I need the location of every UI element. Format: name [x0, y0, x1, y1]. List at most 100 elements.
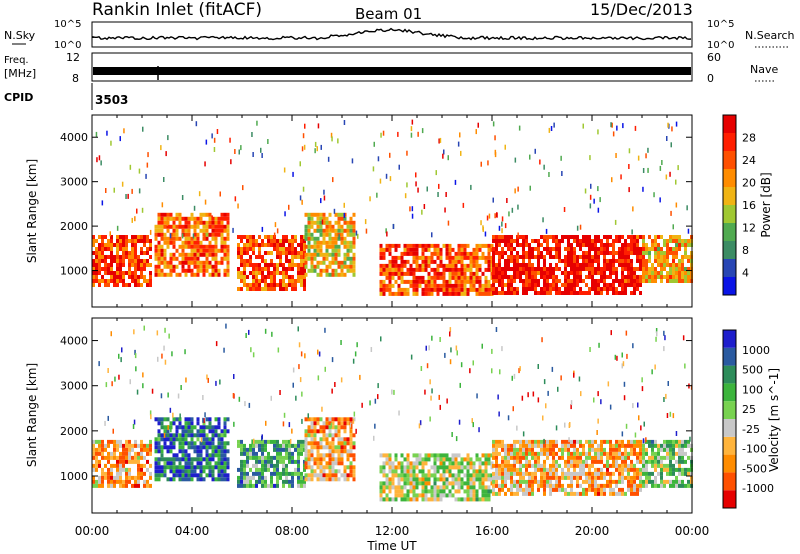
data-cell [252, 475, 255, 480]
data-cell [276, 443, 279, 448]
data-cell [279, 279, 282, 283]
data-cell [322, 473, 326, 478]
data-cell [297, 467, 300, 472]
data-cell [666, 136, 668, 141]
data-cell [510, 259, 513, 263]
data-cell [510, 443, 513, 448]
data-cell [472, 497, 476, 502]
data-cell [669, 439, 672, 444]
x-tick-label: 20:00 [575, 524, 610, 538]
data-cell [300, 235, 303, 239]
data-cell [487, 259, 491, 264]
data-cell [134, 239, 137, 243]
data-cell [379, 489, 383, 494]
data-cell [484, 477, 488, 482]
data-cell [525, 491, 528, 496]
data-cell [424, 485, 428, 490]
data-cell [612, 263, 615, 267]
data-cell [657, 235, 660, 239]
data-cell [430, 283, 434, 288]
data-cell [472, 489, 476, 494]
data-cell [469, 465, 473, 470]
data-cell [671, 126, 673, 132]
data-cell [199, 228, 203, 233]
data-cell [438, 394, 440, 400]
data-cell [294, 447, 297, 452]
data-cell [184, 216, 188, 221]
data-cell [475, 255, 479, 260]
data-cell [585, 463, 588, 468]
data-cell [421, 481, 425, 486]
data-cell [678, 471, 681, 476]
data-cell [243, 259, 246, 263]
data-cell [660, 463, 663, 468]
data-cell [403, 477, 407, 482]
data-cell [190, 252, 194, 257]
data-cell [307, 244, 311, 249]
data-cell [478, 457, 482, 462]
data-cell [431, 232, 433, 238]
data-cell [448, 247, 452, 252]
data-cell [570, 463, 573, 468]
data-cell [255, 463, 258, 468]
data-cell [134, 263, 137, 267]
data-cell [128, 451, 131, 456]
data-cell [412, 473, 416, 478]
data-cell [199, 220, 203, 225]
data-cell [313, 417, 317, 422]
data-cell [436, 243, 440, 248]
data-cell [202, 445, 206, 450]
nave-label: Nave [750, 63, 778, 76]
data-cell [541, 337, 543, 343]
data-cell [391, 481, 395, 486]
data-cell [588, 247, 591, 251]
data-cell [481, 489, 485, 494]
data-cell [128, 275, 131, 279]
data-cell [623, 395, 626, 401]
data-cell [654, 479, 657, 484]
data-cell [163, 345, 165, 351]
data-cell [208, 260, 212, 265]
data-cell [618, 263, 621, 267]
data-cell [193, 236, 197, 241]
data-cell [588, 439, 591, 444]
data-cell [223, 248, 227, 253]
data-cell [297, 443, 300, 448]
data-cell [273, 455, 276, 460]
data-cell [219, 191, 221, 197]
data-cell [95, 451, 98, 456]
data-cell [409, 279, 413, 284]
data-cell [343, 473, 347, 478]
data-cell [230, 159, 232, 165]
data-cell [406, 465, 410, 470]
colorbar-tick-label: 20 [742, 177, 756, 190]
data-cell [684, 255, 687, 259]
data-cell [313, 461, 317, 466]
data-cell [131, 447, 134, 452]
data-cell [276, 475, 279, 480]
data-cell [252, 152, 254, 157]
data-cell [234, 149, 236, 154]
data-cell [307, 461, 311, 466]
data-cell [501, 228, 503, 234]
data-cell [585, 251, 588, 255]
data-cell [454, 259, 458, 264]
data-cell [513, 255, 516, 259]
data-cell [430, 291, 434, 296]
data-cell [415, 181, 417, 187]
freq-tick-top: 12 [66, 51, 80, 64]
data-cell [477, 122, 479, 128]
data-cell [472, 360, 474, 366]
data-cell [618, 447, 621, 452]
data-cell [630, 447, 633, 452]
data-cell [469, 283, 473, 288]
data-cell [591, 247, 594, 251]
data-cell [163, 260, 167, 265]
data-cell [137, 255, 140, 259]
data-cell [214, 252, 218, 257]
data-cell [140, 275, 143, 279]
data-cell [193, 433, 197, 438]
data-cell [163, 432, 166, 438]
data-cell [451, 287, 455, 292]
data-cell [157, 429, 161, 434]
